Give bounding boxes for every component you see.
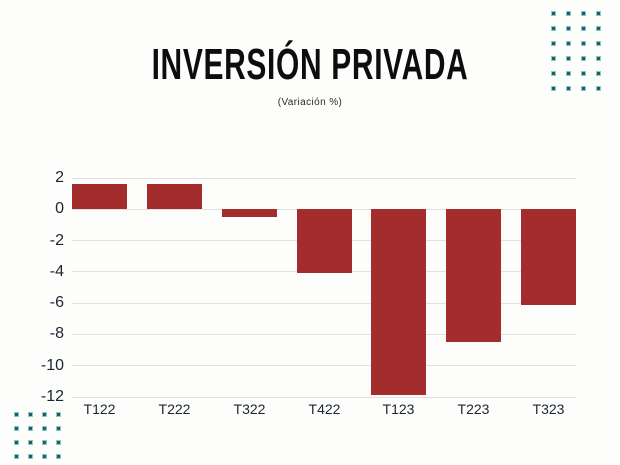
dot-icon [567, 42, 570, 45]
dot-icon [597, 27, 600, 30]
x-tick-label-T122: T122 [83, 401, 116, 417]
dot-icon [15, 413, 18, 416]
dot-icon [552, 12, 555, 15]
x-tick-label-T322: T322 [233, 401, 266, 417]
dot-icon [57, 455, 60, 458]
dot-icon [43, 441, 46, 444]
gridline--6 [72, 302, 576, 304]
dot-icon [597, 12, 600, 15]
dot-icon [552, 57, 555, 60]
x-tick-label-T123: T123 [382, 401, 415, 417]
dot-icon [582, 12, 585, 15]
dot-icon [43, 413, 46, 416]
dot-icon [552, 42, 555, 45]
y-tick-label--4: -4 [49, 262, 64, 280]
dot-icon [567, 87, 570, 90]
dot-icon [597, 72, 600, 75]
dot-icon [15, 427, 18, 430]
dot-icon [29, 413, 32, 416]
dot-icon [15, 455, 18, 458]
dot-icon [43, 455, 46, 458]
dot-icon [567, 27, 570, 30]
chart-title: INVERSIÓN PRIVADA [151, 40, 469, 89]
dot-icon [43, 427, 46, 430]
dot-icon [567, 72, 570, 75]
dot-icon [582, 57, 585, 60]
gridline--10 [72, 365, 576, 367]
dot-icon [567, 57, 570, 60]
bar-T123 [371, 209, 426, 396]
y-tick-label--12: -12 [40, 388, 64, 405]
dot-icon [57, 427, 60, 430]
bar-T422 [297, 209, 352, 274]
dot-icon [567, 12, 570, 15]
y-tick-label-2: 2 [55, 169, 64, 186]
dot-icon [552, 27, 555, 30]
x-tick-label-T323: T323 [532, 401, 565, 417]
dot-icon [582, 72, 585, 75]
dot-icon [597, 57, 600, 60]
gridline--8 [72, 333, 576, 335]
plot-area [72, 177, 576, 398]
dot-icon [582, 27, 585, 30]
gridline-2 [72, 177, 576, 179]
bar-T322 [222, 209, 277, 218]
y-axis-labels: 2 0 -2 -4 -6 -8 -10 -12 [8, 169, 64, 405]
y-tick-label-0: 0 [55, 200, 64, 218]
x-tick-label-T222: T222 [158, 401, 191, 417]
dot-icon [597, 42, 600, 45]
dot-icon [597, 87, 600, 90]
chart-subtitle: (Variación %) [277, 97, 343, 108]
bar-T222 [147, 184, 202, 210]
y-tick-label--2: -2 [49, 231, 64, 249]
bar-T223 [446, 209, 501, 343]
dot-icon [57, 413, 60, 416]
dot-icon [552, 72, 555, 75]
dot-grid-top-right [551, 11, 611, 101]
y-tick-label--10: -10 [40, 356, 64, 374]
y-tick-label--6: -6 [49, 294, 64, 312]
x-axis-labels: T122 T222 T322 T422 T123 T223 T323 [72, 401, 576, 421]
dot-icon [552, 87, 555, 90]
dot-icon [582, 42, 585, 45]
dot-icon [29, 455, 32, 458]
dot-icon [57, 441, 60, 444]
x-tick-label-T422: T422 [308, 401, 341, 417]
y-tick-label--8: -8 [49, 325, 64, 343]
dot-icon [15, 441, 18, 444]
dot-icon [29, 427, 32, 430]
dot-icon [29, 441, 32, 444]
title-wrap: INVERSIÓN PRIVADA [0, 40, 620, 90]
dot-icon [582, 87, 585, 90]
gridline--12 [72, 396, 576, 398]
bar-T323 [521, 209, 576, 305]
dot-grid-bottom-left [14, 412, 70, 465]
bar-T122 [72, 184, 127, 210]
x-tick-label-T223: T223 [457, 401, 490, 417]
